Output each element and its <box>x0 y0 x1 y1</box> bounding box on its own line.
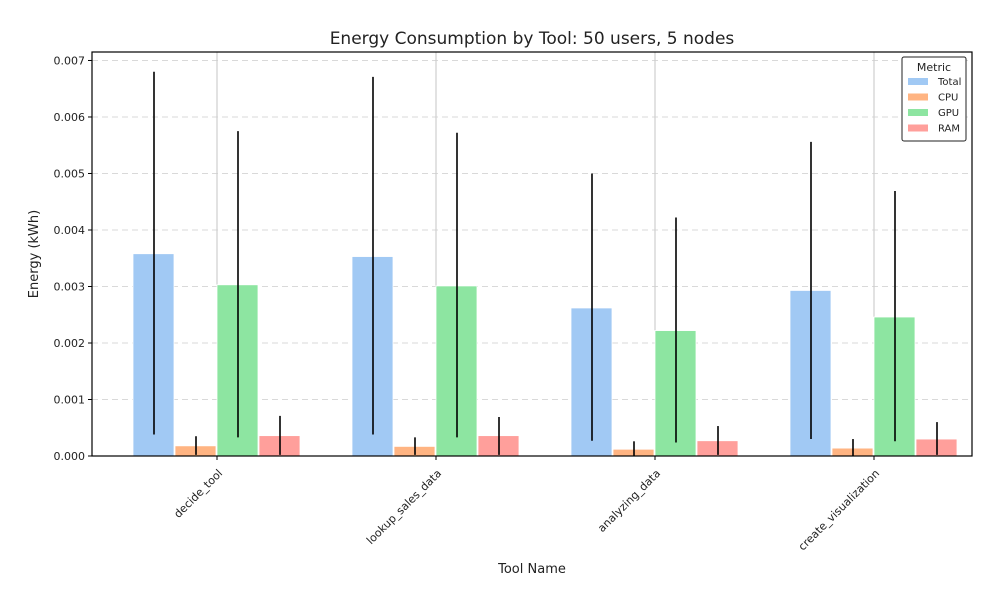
y-axis-ticks: 0.000 0.001 0.002 0.003 0.004 0.005 0.006 0.007 <box>54 54 92 463</box>
legend-label-total: Total <box>937 77 961 88</box>
plot-frame <box>91 51 973 457</box>
y-tick-label: 0.005 <box>54 167 86 180</box>
chart-title: Energy Consumption by Tool: 50 users, 5 … <box>330 29 735 49</box>
x-tick-label: analyzing_data <box>595 467 663 535</box>
error-bars-group <box>153 71 938 456</box>
x-tick-label: decide_tool <box>171 467 225 521</box>
bars-group <box>132 253 958 457</box>
x-tick-label: create_visualization <box>796 467 882 553</box>
legend-swatch-cpu <box>908 93 928 101</box>
x-tick-label: lookup_sales_data <box>364 467 444 547</box>
legend-swatch-gpu <box>908 109 928 116</box>
y-axis-label: Energy (kWh) <box>27 210 42 298</box>
y-tick-label: 0.003 <box>54 280 86 293</box>
y-tick-label: 0.004 <box>54 224 86 237</box>
x-axis-label: Tool Name <box>497 562 566 577</box>
y-tick-label: 0.000 <box>54 450 86 463</box>
y-tick-label: 0.006 <box>54 111 86 124</box>
legend-label-gpu: GPU <box>938 108 959 119</box>
y-tick-label: 0.002 <box>54 337 86 350</box>
gray-connector-lines <box>216 52 875 331</box>
legend: Metric Total CPU GPU RAM <box>901 56 967 142</box>
legend-label-ram: RAM <box>938 124 960 135</box>
legend-swatch-ram <box>908 124 928 132</box>
y-tick-label: 0.007 <box>54 54 86 67</box>
legend-swatch-total <box>908 78 928 85</box>
legend-title: Metric <box>917 61 951 74</box>
y-tick-label: 0.001 <box>54 393 86 406</box>
x-axis-ticks: decide_tool lookup_sales_data analyzing_da… <box>171 456 882 553</box>
legend-label-cpu: CPU <box>938 93 958 104</box>
